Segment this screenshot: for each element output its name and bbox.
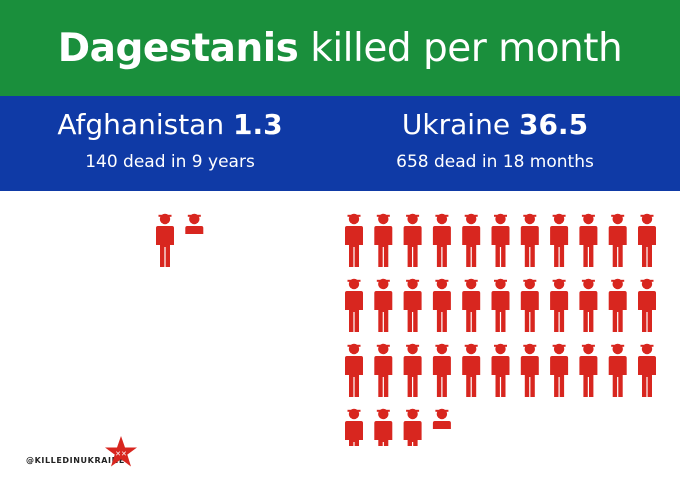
ukraine-figure-icon [638,343,656,397]
title-bold: Dagestanis [57,25,299,71]
ukraine-figure-icon [520,278,539,332]
ukraine-figure-icon [579,278,598,332]
ukraine-figure-icon [608,343,627,397]
ukraine-figure-icon [491,213,510,267]
ukraine-figure-icon [579,343,598,397]
ukraine-figure-icon [638,278,656,332]
ukraine-figure-icon [374,213,393,267]
ukraine-figure-icon [403,213,422,267]
ukraine-figure-icon [579,213,598,267]
ukraine-subtitle: 658 dead in 18 months [396,152,594,172]
ukraine-figure-icon [462,343,481,397]
ukraine-stat: Ukraine 36.5 658 dead in 18 months [355,96,635,191]
afghanistan-subtitle: 140 dead in 9 years [85,152,255,172]
afghanistan-stat: Afghanistan 1.3 140 dead in 9 years [40,96,300,191]
afghanistan-figure-icon [156,213,174,267]
ukraine-figure-icon [345,213,363,267]
ukraine-figure-icon [462,278,481,332]
ukraine-figure-icon [403,278,422,332]
ukraine-figure-icon [432,343,451,397]
ukraine-figure-icon [403,343,422,397]
ukraine-figure-icon [520,343,539,397]
ukraine-figure-icon [608,213,627,267]
ukraine-figure-icon [432,278,451,332]
afghanistan-heading: Afghanistan 1.3 [40,108,300,141]
ukraine-figure-icon [491,278,510,332]
title-band: Dagestanis killed per month [0,0,680,96]
stats-band: Afghanistan 1.3 140 dead in 9 years Ukra… [0,96,680,191]
ukraine-figure-icon [345,343,363,397]
ukraine-figure-icon [491,343,510,397]
ukraine-figure-icon [520,213,539,267]
title-rest: killed per month [310,25,623,71]
ukraine-label: Ukraine [401,108,511,141]
ukraine-value: 36.5 [518,108,589,141]
ukraine-figure-icon [374,408,393,446]
pictogram-chart [156,213,656,446]
svg-text:✕✕: ✕✕ [115,450,127,458]
page-title: Dagestanis killed per month [57,25,623,71]
ukraine-figure-icon [550,213,569,267]
afghanistan-label: Afghanistan [57,108,225,141]
footer-handle: @KILLEDINUKRAINE [26,456,125,465]
ukraine-figure-icon [432,213,451,267]
ukraine-partial-figure-icon [432,408,451,429]
ukraine-figure-icon [345,408,363,446]
ukraine-heading: Ukraine 36.5 [355,108,635,141]
ukraine-figure-icon [345,278,363,332]
ukraine-figure-icon [608,278,627,332]
ukraine-figure-icon [403,408,422,446]
ukraine-figure-icon [462,213,481,267]
afghanistan-partial-figure-icon [185,213,204,234]
ukraine-figure-icon [550,278,569,332]
ukraine-figure-icon [374,343,393,397]
afghanistan-value: 1.3 [232,108,283,141]
red-star-logo-icon: ✕✕ [105,436,137,467]
ukraine-figure-icon [374,278,393,332]
ukraine-figure-icon [638,213,656,267]
ukraine-figure-icon [550,343,569,397]
